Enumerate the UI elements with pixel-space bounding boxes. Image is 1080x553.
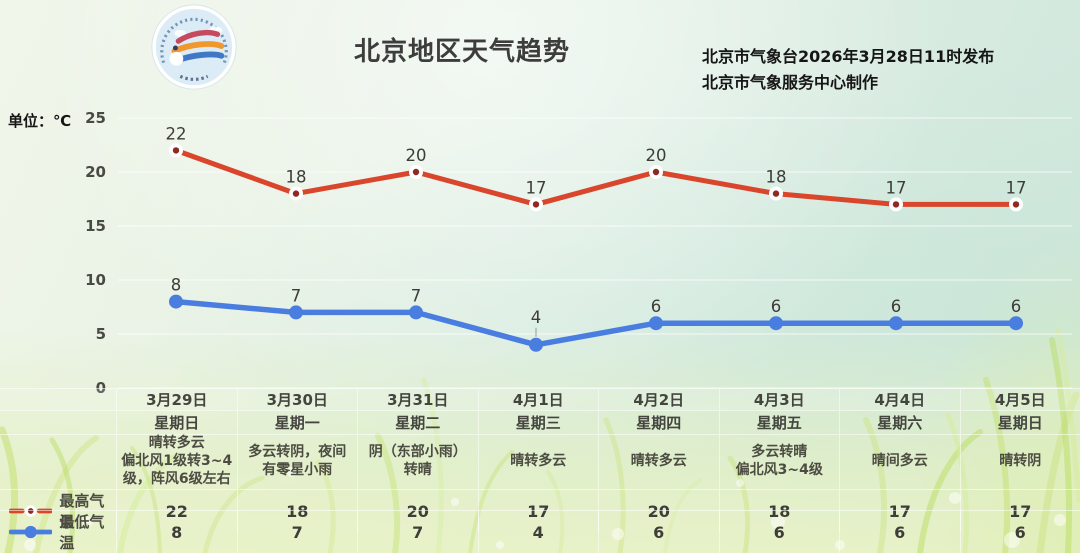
weekday-cell: 星期六 <box>839 411 960 435</box>
legend-min-temp: 最低气温 <box>0 511 116 553</box>
date-cell: 3月30日 <box>236 389 358 410</box>
weekday-cell: 星期三 <box>477 411 599 435</box>
date-cell: 4月2日 <box>598 389 719 410</box>
max-temp-row: 最高气温 22 18 20 17 20 18 17 17 <box>0 489 1080 532</box>
min-temp-cell: 8 <box>116 511 237 553</box>
weather-cell: 多云转晴 偏北风3~4级 <box>718 435 840 489</box>
weekday-cell: 星期日 <box>116 411 237 435</box>
unit-label: 单位：℃ <box>8 112 72 130</box>
weather-cell: 阴（东部小雨） 转晴 <box>357 435 478 489</box>
min-temp-cell: 4 <box>477 511 599 553</box>
weekday-row: 星期日 星期一 星期二 星期三 星期四 星期五 星期六 星期日 <box>0 410 1080 435</box>
min-temp-cell: 6 <box>718 511 840 553</box>
date-cell: 4月4日 <box>839 389 960 410</box>
weekday-cell: 星期二 <box>357 411 478 435</box>
date-cell: 3月29日 <box>116 389 237 410</box>
date-cell: 4月3日 <box>718 389 840 410</box>
weather-cell: 晴转多云 <box>598 435 719 489</box>
weather-cell: 晴转多云 <box>477 435 599 489</box>
issue-info: 北京市气象台2026年3月28日11时发布 北京市气象服务中心制作 <box>702 44 994 96</box>
min-temp-cell: 6 <box>598 511 719 553</box>
weather-cell: 多云转阴，夜间 有零星小雨 <box>236 435 358 489</box>
date-row-header <box>0 389 116 410</box>
max-temp-legend-label: 最高气温 <box>59 492 105 531</box>
legend-max-temp: 最高气温 <box>0 490 116 532</box>
weekday-cell: 星期四 <box>598 411 719 435</box>
issue-line-released: 北京市气象台2026年3月28日11时发布 <box>702 47 995 66</box>
date-cell: 4月5日 <box>959 389 1080 410</box>
weekday-cell: 星期五 <box>718 411 840 435</box>
date-row: 3月29日 3月30日 3月31日 4月1日 4月2日 4月3日 4月4日 4月5日 <box>0 388 1080 410</box>
max-temp-legend-marker-icon <box>9 505 53 517</box>
min-temp-cell: 6 <box>839 511 960 553</box>
min-temp-cell: 7 <box>357 511 478 553</box>
weekday-row-header <box>0 411 116 434</box>
beijing-meteorological-service-logo-icon <box>149 4 239 90</box>
date-cell: 3月31日 <box>357 389 478 410</box>
page-title: 北京地区天气趋势 <box>353 37 570 67</box>
forecast-table: 3月29日 3月30日 3月31日 4月1日 4月2日 4月3日 4月4日 4月5日 星期日星… <box>0 388 1080 553</box>
issue-line-produced: 北京市气象服务中心制作 <box>702 73 879 92</box>
weather-cell: 晴间多云 <box>839 435 960 489</box>
weather-cell: 晴转多云 偏北风1级转3~4 级，阵风6级左右 <box>116 435 237 489</box>
min-temp-cell: 6 <box>959 511 1080 553</box>
weather-row-header <box>0 435 116 489</box>
min-temp-legend-marker-icon <box>9 525 53 539</box>
min-temp-legend-label: 最低气温 <box>59 513 105 552</box>
weekday-cell: 星期一 <box>236 411 358 435</box>
date-cell: 4月1日 <box>477 389 599 410</box>
min-temp-cell: 7 <box>236 511 358 553</box>
weather-cell: 晴转阴 <box>959 435 1080 489</box>
weather-row: 晴转多云 偏北风1级转3~4 级，阵风6级左右 多云转阴，夜间 有零星小雨 阴（东部小雨）… <box>0 434 1080 489</box>
weekday-cell: 星期日 <box>959 411 1080 435</box>
